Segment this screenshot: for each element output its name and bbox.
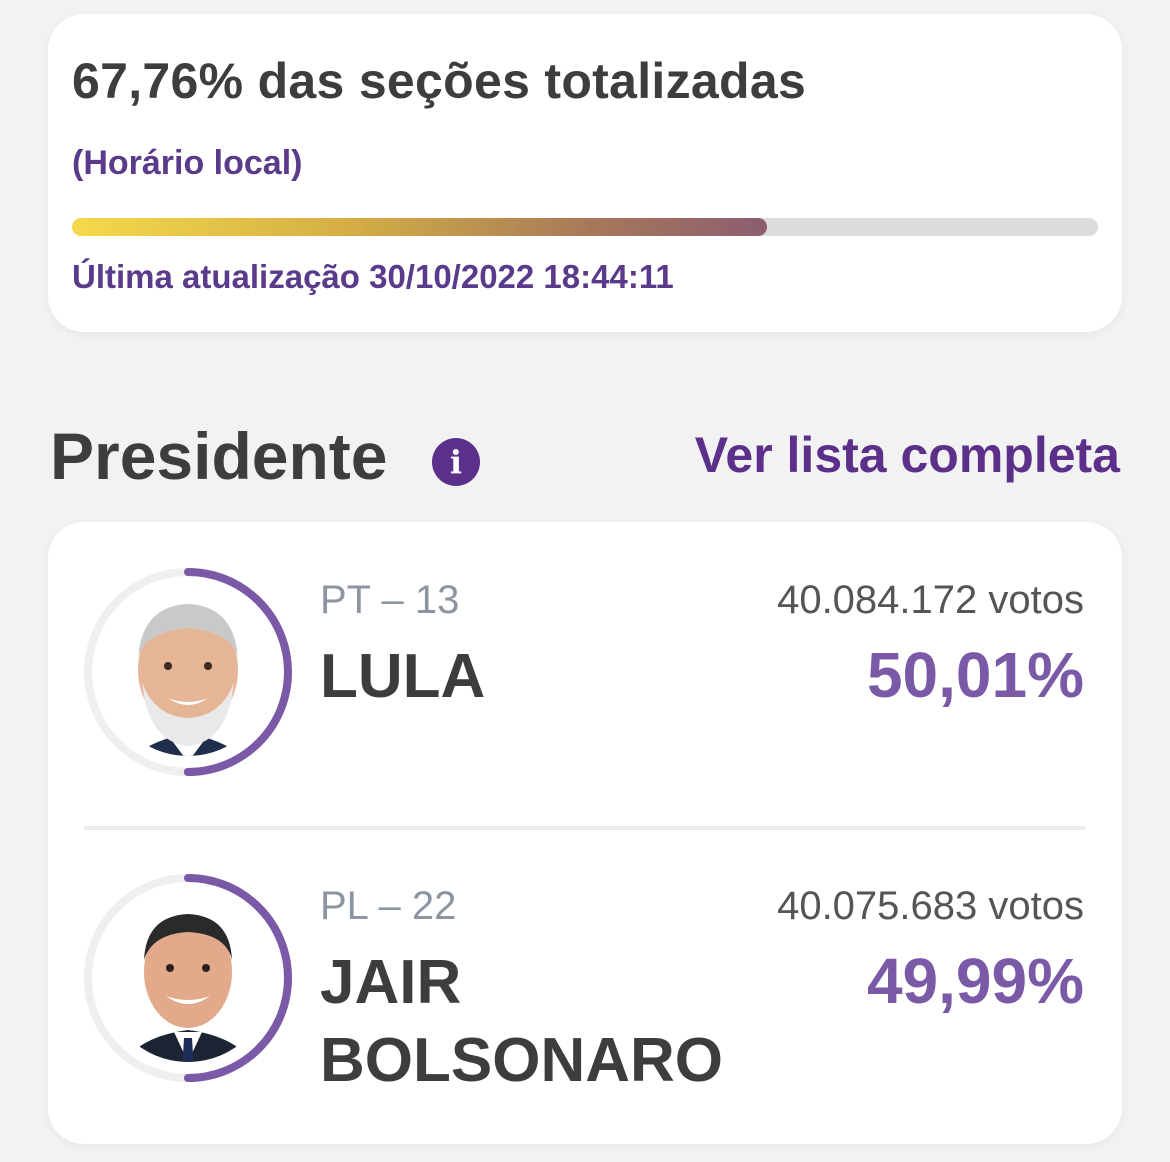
party-label: PT – 13: [320, 578, 460, 622]
candidate-name: LULA: [320, 642, 486, 711]
totalization-progress-bar: [72, 218, 1098, 236]
last-update-label: Última atualização 30/10/2022 18:44:11: [72, 258, 674, 295]
vote-percent: 49,99%: [866, 945, 1084, 1017]
candidate-avatar: [82, 566, 294, 778]
see-full-list-link[interactable]: Ver lista completa: [694, 427, 1120, 483]
candidate-row-lula[interactable]: PT – 13 LULA 40.084.172 votos 50,01%: [48, 522, 1122, 782]
candidate-name: JAIR BOLSONARO: [320, 948, 723, 1095]
results-card: PT – 13 LULA 40.084.172 votos 50,01%: [48, 522, 1122, 1144]
vote-share-ring: [84, 568, 292, 776]
vote-percent: 50,01%: [866, 639, 1084, 711]
candidate-avatar: [82, 872, 294, 1084]
totalization-progress-fill: [72, 218, 768, 236]
vote-count: 40.075.683 votos: [777, 884, 1084, 928]
section-title: Presidente: [50, 419, 388, 493]
sections-totalized-title: 67,76% das seções totalizadas: [72, 53, 807, 109]
vote-share-ring: [84, 874, 292, 1082]
local-time-label: (Horário local): [72, 144, 303, 182]
party-label: PL – 22: [320, 884, 457, 928]
candidate-row-bolsonaro[interactable]: PL – 22 JAIR BOLSONARO 40.075.683 votos …: [48, 828, 1122, 1095]
info-icon[interactable]: i: [432, 438, 480, 486]
candidate-divider: [84, 826, 1086, 830]
info-glyph: i: [449, 443, 463, 481]
totalization-status-card: 67,76% das seções totalizadas (Horário l…: [48, 14, 1122, 332]
vote-count: 40.084.172 votos: [777, 578, 1084, 622]
